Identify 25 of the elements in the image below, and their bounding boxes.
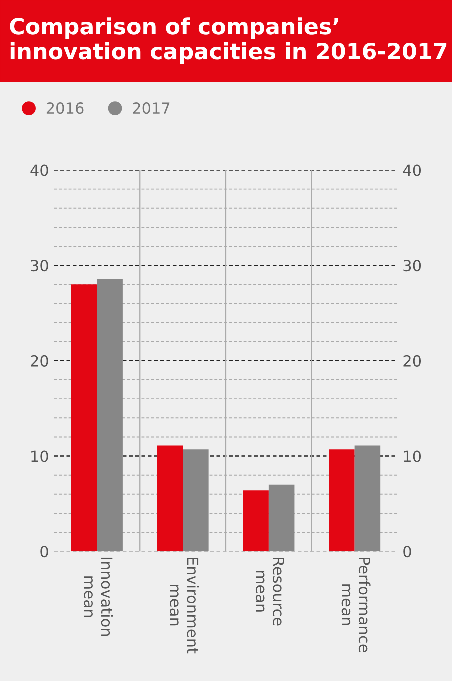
y2-tick-label: 10 [404, 450, 422, 462]
x-tick-label: Resource mean [256, 558, 284, 626]
y2-tick-label: 0 [404, 546, 412, 558]
y-tick-label: 40 [30, 164, 48, 176]
y-tick-label: 30 [31, 260, 48, 272]
y2-tick-label: 40 [403, 164, 422, 176]
bar [71, 284, 98, 552]
x-tick-label: Environment mean [170, 558, 200, 654]
chart-title: Comparison of companies’ innovation capacities in 2016-2017 [10, 18, 447, 64]
legend-label: 2017 [133, 102, 170, 114]
legend-label: 2016 [46, 102, 84, 114]
y2-tick-label: 30 [404, 260, 422, 272]
y-tick-label: 10 [32, 450, 48, 462]
bar [329, 450, 355, 552]
bar [268, 484, 295, 552]
x-tick-label: Performance mean [342, 558, 371, 652]
y-tick-label: 0 [40, 546, 48, 558]
bar [97, 278, 123, 552]
y-tick-label: 20 [31, 355, 48, 367]
bar [243, 490, 269, 552]
x-tick-label: Innovation mean [84, 558, 114, 636]
bar [183, 450, 209, 552]
bar [157, 446, 184, 552]
bar [354, 446, 381, 552]
y2-tick-label: 20 [404, 355, 422, 367]
